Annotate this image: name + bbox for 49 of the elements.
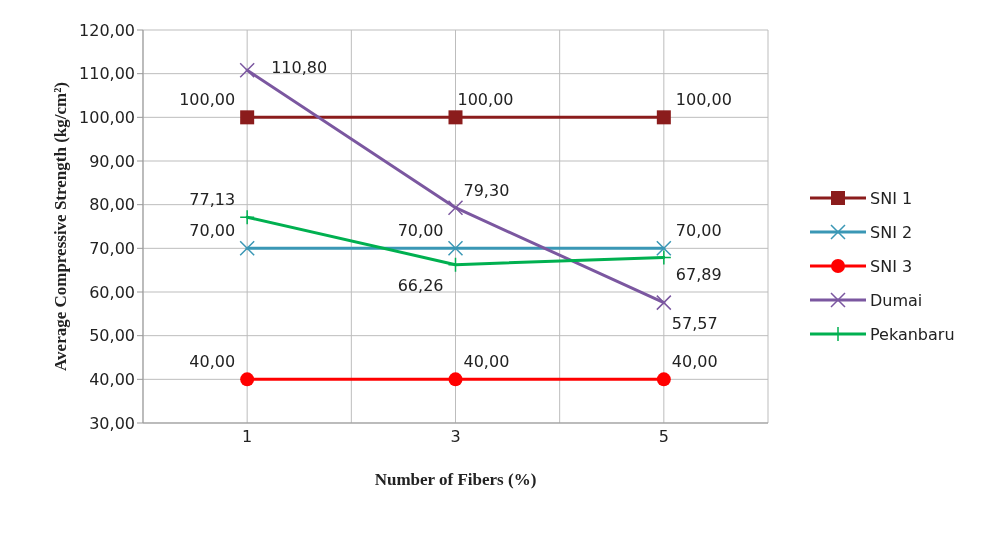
point (447, 199, 464, 216)
y-tick-label: 80,00 (89, 195, 135, 215)
point (448, 110, 463, 125)
legend-label: Pekanbaru (870, 324, 955, 344)
legend-label: Dumai (870, 290, 923, 310)
data-label: 67,89 (675, 264, 722, 284)
y-tick-label: 110,00 (79, 64, 135, 84)
point (656, 110, 671, 125)
x-tick-label: 1 (242, 427, 253, 447)
point (656, 372, 671, 387)
x-axis-title: Number of Fibers (%) (374, 470, 537, 489)
point (656, 294, 672, 311)
data-label: 40,00 (189, 352, 236, 372)
point (240, 110, 255, 125)
x-tick-label: 5 (658, 427, 669, 447)
legend-label: SNI 1 (870, 188, 913, 208)
point (656, 240, 672, 257)
y-tick-label: 60,00 (89, 282, 135, 302)
data-label: 110,80 (271, 58, 328, 78)
y-tick-label: 70,00 (89, 239, 135, 259)
data-label: 57,57 (671, 313, 718, 333)
point (240, 372, 255, 387)
legend-label: SNI 2 (870, 222, 913, 242)
point (447, 240, 464, 257)
data-label: 70,00 (397, 221, 444, 241)
y-tick-label: 120,00 (79, 20, 135, 40)
data-label: 40,00 (671, 352, 718, 372)
data-label: 79,30 (463, 180, 510, 200)
y-tick-label: 90,00 (89, 151, 135, 171)
point (448, 372, 463, 387)
y-tick-label: 30,00 (89, 413, 135, 433)
point (656, 249, 672, 266)
data-label: 77,13 (189, 190, 236, 210)
data-label: 66,26 (397, 275, 444, 295)
data-label: 100,00 (675, 90, 732, 110)
y-tick-label: 40,00 (89, 370, 135, 390)
legend-label: SNI 3 (870, 256, 913, 276)
x-tick-label: 3 (450, 427, 461, 447)
data-label: 70,00 (675, 221, 722, 241)
data-label: 40,00 (463, 352, 510, 372)
y-tick-label: 100,00 (79, 108, 135, 128)
data-label: 100,00 (179, 90, 236, 110)
y-axis-title: Average Compressive Strength (kg/cm²) (51, 82, 70, 371)
data-label: 100,00 (457, 90, 514, 110)
point (239, 209, 255, 225)
point (239, 62, 255, 78)
point (239, 240, 255, 257)
y-tick-label: 50,00 (89, 326, 135, 346)
data-label: 70,00 (189, 221, 236, 241)
